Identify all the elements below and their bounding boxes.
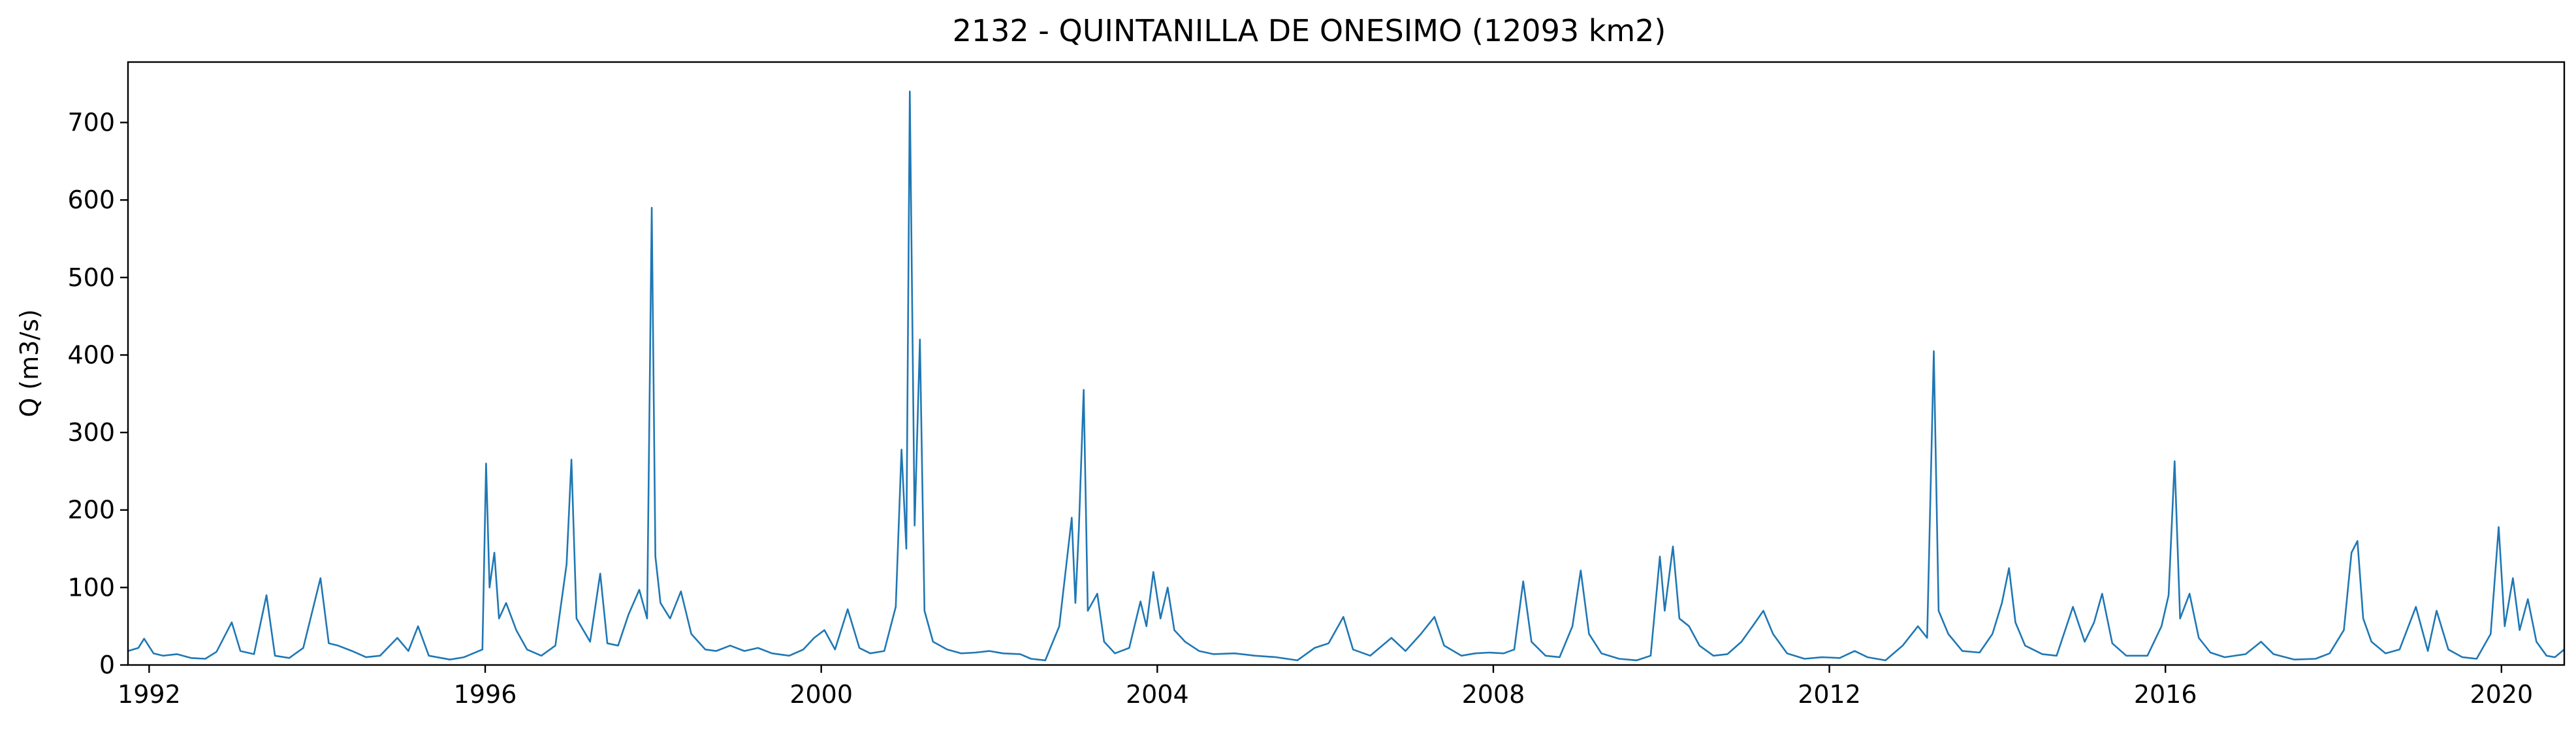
plot-frame [127, 61, 2566, 666]
x-tick-label-2000: 2000 [789, 680, 853, 709]
y-tick-label-100: 100 [67, 573, 115, 602]
x-tick-label-1992: 1992 [118, 680, 181, 709]
y-tick-label-400: 400 [67, 340, 115, 369]
y-tick-label-500: 500 [67, 263, 115, 292]
plot-area [127, 90, 2565, 662]
y-tick-label-600: 600 [67, 186, 115, 214]
x-tick-label-2008: 2008 [1462, 680, 1525, 709]
x-tick-label-2004: 2004 [1126, 680, 1189, 709]
y-tick-label-0: 0 [99, 651, 115, 679]
y-axis: 0 100 200 300 400 500 600 700 [67, 108, 128, 679]
series-line-0 [127, 90, 2565, 662]
y-tick-label-300: 300 [67, 418, 115, 447]
y-axis-label: Q (m3/s) [15, 309, 44, 417]
x-tick-label-2020: 2020 [2470, 680, 2533, 709]
x-tick-label-2016: 2016 [2134, 680, 2197, 709]
x-tick-label-1996: 1996 [454, 680, 517, 709]
y-tick-label-200: 200 [67, 496, 115, 525]
x-axis: 1992 1996 2000 2004 2008 2012 2016 2020 [118, 665, 2533, 709]
y-tick-label-700: 700 [67, 108, 115, 137]
chart-title: 2132 - QUINTANILLA DE ONESIMO (12093 km2… [953, 13, 1666, 48]
x-tick-label-2012: 2012 [1798, 680, 1861, 709]
